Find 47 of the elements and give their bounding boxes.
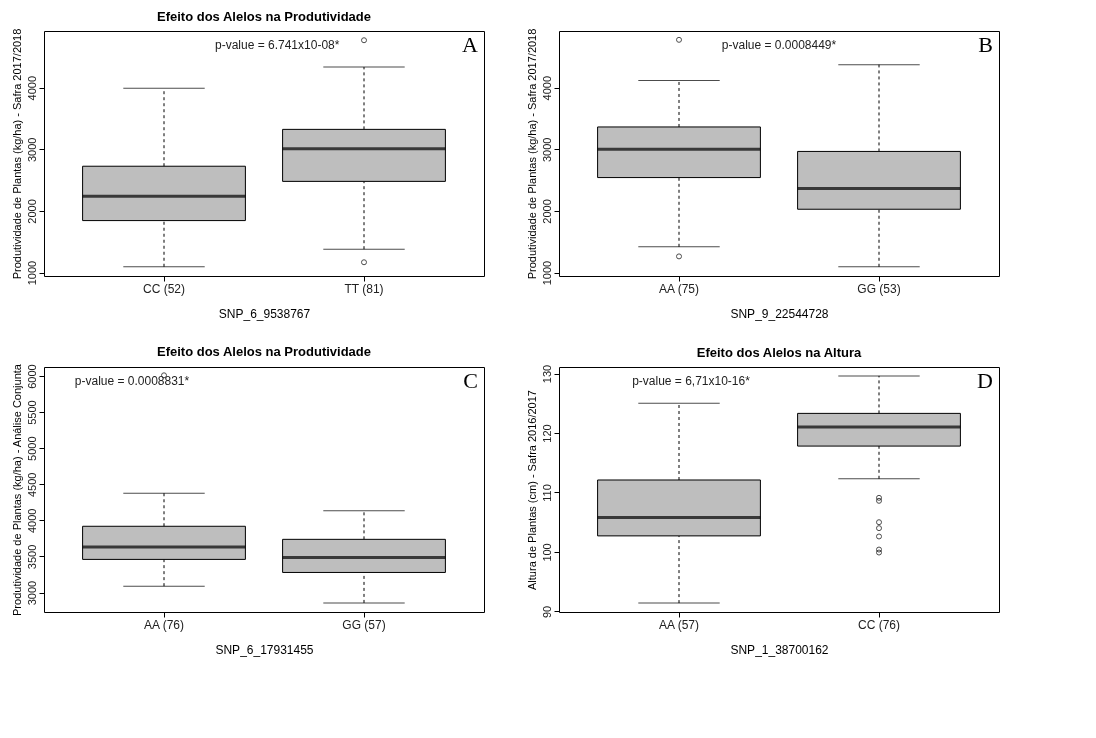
y-tick-label: 90	[540, 605, 553, 619]
x-tick-label: GG (57)	[342, 617, 386, 632]
annotation: B	[978, 32, 993, 57]
x-axis-title: SNP_1_38700162	[730, 642, 829, 657]
x-axis-title: SNP_6_9538767	[218, 306, 311, 321]
y-axis-title: Altura de Plantas (cm) - Safra 2016/2017	[525, 390, 538, 590]
annotation: D	[977, 368, 993, 393]
y-tick-label: 4000	[540, 75, 553, 101]
annotation: p-value = 0.0008449*	[721, 38, 837, 52]
annotation: p-value = 6,71x10-16*	[632, 374, 751, 388]
y-tick-label: 3000	[540, 137, 553, 163]
annotation: C	[463, 368, 478, 393]
y-tick-label: 130	[540, 364, 553, 384]
x-axis-title: SNP_9_22544728	[730, 306, 829, 321]
y-tick-label: 3500	[25, 544, 38, 570]
y-tick-label: 1000	[25, 260, 38, 286]
y-axis-title: Produtividade de Plantas (kg/ha) - Safra 2017/2018	[525, 28, 538, 280]
y-tick-label: 1000	[540, 260, 553, 286]
y-tick-label: 120	[540, 424, 553, 443]
x-tick-label: AA (76)	[143, 617, 185, 632]
annotation: A	[462, 32, 479, 57]
y-tick-label: 4500	[25, 472, 38, 498]
annotation: p-value = 0.0008831*	[74, 374, 190, 388]
y-axis-title: Produtividade de Plantas (kg/ha) - Safra 2017/2018	[10, 28, 23, 280]
y-tick-label: 2000	[540, 199, 553, 224]
annotation: p-value = 6.741x10-08*	[214, 38, 340, 52]
y-tick-label: 4000	[25, 508, 38, 534]
x-tick-label: AA (75)	[658, 281, 700, 296]
y-tick-label: 2000	[25, 199, 38, 224]
chart-title: Efeito dos Alelos na Produtividade	[156, 9, 372, 25]
y-tick-label: 100	[540, 543, 553, 562]
x-tick-label: TT (81)	[344, 281, 384, 296]
x-tick-label: CC (52)	[142, 281, 186, 296]
y-tick-label: 6000	[25, 364, 38, 389]
y-tick-label: 4000	[25, 75, 38, 101]
y-tick-label: 5500	[25, 400, 38, 425]
x-tick-label: AA (57)	[658, 617, 700, 632]
y-tick-label: 110	[540, 484, 553, 502]
chart-title: Efeito dos Alelos na Produtividade	[156, 344, 372, 360]
y-axis-title: Produtividade de Plantas (kg/ha) - Análise Conjunta	[10, 363, 23, 616]
x-tick-label: CC (76)	[857, 617, 901, 632]
x-tick-label: GG (53)	[857, 281, 901, 296]
y-tick-label: 3000	[25, 137, 38, 163]
y-tick-label: 3000	[25, 580, 38, 606]
y-tick-label: 5000	[25, 436, 38, 461]
chart-title: Efeito dos Alelos na Altura	[696, 345, 862, 361]
x-axis-title: SNP_6_17931455	[215, 642, 314, 657]
